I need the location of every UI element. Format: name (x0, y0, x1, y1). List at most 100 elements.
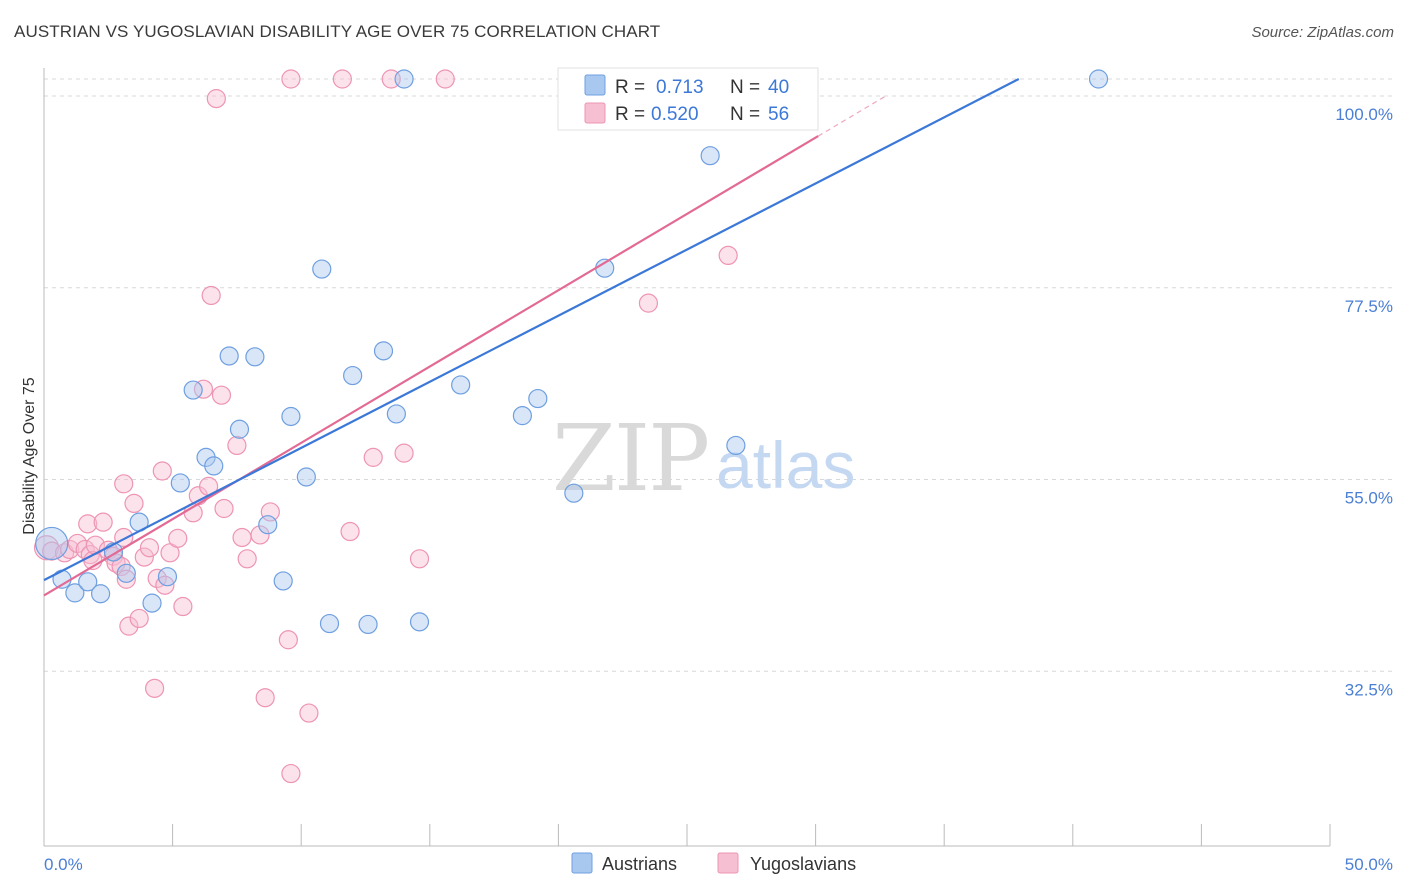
austrians-point (204, 456, 224, 476)
yugoslavians-point (124, 493, 144, 514)
chart-title: AUSTRIAN VS YUGOSLAVIAN DISABILITY AGE O… (14, 22, 661, 41)
series-legend-swatch-yugoslavians (717, 852, 739, 874)
legend-swatch-austrians (584, 74, 606, 96)
legend-r-label-yugoslavians: R = (615, 104, 645, 125)
austrians-point (116, 563, 136, 583)
yugoslavians-point (206, 89, 226, 109)
yugoslavians-point (214, 498, 234, 519)
austrians-point (170, 473, 190, 493)
trend-lines (43, 78, 1020, 597)
austrians-point (319, 613, 340, 634)
austrians-point (296, 467, 316, 487)
austrians-point (564, 483, 584, 503)
austrians-points (35, 69, 1109, 635)
austrians-point (35, 526, 69, 561)
yugoslavians-trend-line (43, 135, 819, 597)
yugoslavians-point (237, 549, 257, 569)
yugoslavians-point (340, 521, 360, 542)
yugoslavians-point (193, 379, 214, 399)
austrians-point (142, 593, 162, 613)
yugoslavians-point (278, 630, 298, 650)
y-tick-label: 77.5% (1345, 297, 1393, 316)
x-axis-ticks (172, 824, 1331, 846)
legend-swatch-yugoslavians (584, 102, 606, 124)
austrians-point (90, 584, 111, 604)
yugoslavians-point (409, 549, 430, 569)
yugoslavians-point (718, 245, 738, 266)
austrians-point (258, 515, 278, 535)
austrians-point (409, 612, 430, 632)
y-tick-label: 100.0% (1335, 105, 1393, 124)
y-tick-label: 32.5% (1345, 680, 1393, 699)
yugoslavians-point (152, 461, 172, 481)
series-legend-yugoslavians: Yugoslavians (750, 854, 856, 874)
yugoslavians-point (168, 528, 188, 548)
yugoslavians-point (363, 447, 383, 467)
austrians-point (528, 388, 548, 409)
series-legend: Austrians Yugoslavians (571, 852, 856, 874)
yugoslavians-point (638, 293, 659, 313)
yugoslavians-point (119, 616, 139, 636)
austrians-point (358, 614, 378, 635)
austrians-point (343, 365, 363, 386)
y-axis-label: Disability Age Over 75 (21, 377, 38, 535)
correlation-legend: R = 0.713 N = 40 R = 0.520 N = 56 (557, 67, 819, 131)
austrians-point (726, 435, 746, 456)
legend-r-label-austrians: R = (615, 77, 645, 98)
yugoslavians-point (227, 435, 247, 456)
austrians-point (78, 572, 98, 592)
source-label: Source: ZipAtlas.com (1251, 24, 1394, 41)
yugoslavians-point (201, 285, 221, 306)
austrians-point (219, 346, 239, 366)
austrians-point (273, 571, 293, 591)
austrians-point (512, 406, 532, 426)
yugoslavians-point (255, 688, 275, 708)
yugoslavians-point (116, 569, 136, 589)
yugoslavians-point (134, 547, 154, 567)
yugoslavians-point (114, 474, 134, 494)
x-tick-label-max: 50.0% (1345, 855, 1393, 874)
legend-r-value-yugoslavians: 0.520 (651, 104, 699, 125)
austrians-point (229, 419, 250, 439)
yugoslavians-point (60, 539, 80, 560)
series-legend-austrians: Austrians (602, 854, 677, 874)
yugoslavians-point (281, 763, 301, 784)
legend-r-value-austrians: 0.713 (656, 77, 704, 98)
austrians-point (312, 259, 332, 279)
yugoslavians-point (173, 596, 193, 617)
yugoslavians-point (281, 69, 301, 89)
yugoslavians-point (139, 538, 160, 558)
watermark-atlas: atlas (716, 428, 855, 502)
yugoslavians-point (78, 514, 98, 534)
yugoslavians-point (106, 553, 126, 573)
yugoslavians-point (211, 385, 232, 405)
austrians-point (245, 347, 265, 367)
austrians-point (183, 380, 203, 400)
legend-n-value-yugoslavians: 56 (768, 104, 789, 125)
austrians-point (65, 583, 85, 603)
yugoslavians-point (435, 69, 455, 89)
yugoslavians-point (93, 512, 113, 532)
series-legend-swatch-austrians (571, 852, 593, 874)
austrians-point (386, 404, 406, 424)
y-tick-label: 55.0% (1345, 489, 1393, 508)
x-tick-label-min: 0.0% (44, 855, 83, 874)
legend-n-value-austrians: 40 (768, 77, 789, 98)
legend-n-label-yugoslavians: N = (730, 104, 760, 125)
austrians-point (281, 406, 301, 427)
austrians-point (394, 69, 414, 89)
legend-n-label-austrians: N = (730, 77, 760, 98)
yugoslavians-trend-extension (817, 95, 886, 137)
yugoslavians-point (144, 678, 165, 698)
austrians-point (451, 375, 471, 395)
austrians-trend-line (43, 78, 1020, 582)
yugoslavians-point (332, 69, 352, 89)
austrians-point (373, 341, 394, 361)
austrians-point (157, 567, 178, 587)
yugoslavians-point (129, 608, 149, 629)
gridlines (44, 78, 1393, 672)
austrians-point (700, 146, 720, 166)
yugoslavians-point (250, 525, 270, 545)
yugoslavians-point (299, 703, 319, 723)
